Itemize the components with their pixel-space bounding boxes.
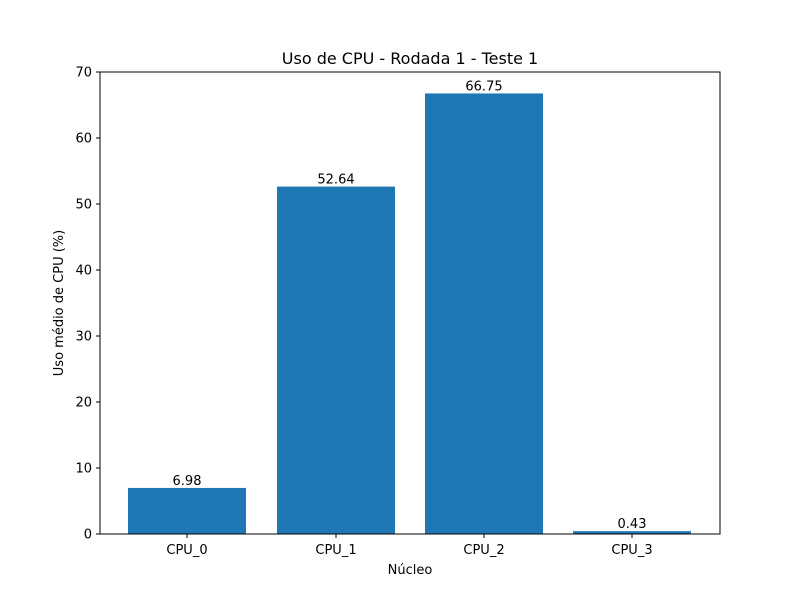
x-tick-label: CPU_0 xyxy=(166,543,207,558)
y-tick-label: 20 xyxy=(75,396,92,411)
chart-title: Uso de CPU - Rodada 1 - Teste 1 xyxy=(282,49,538,68)
x-axis-ticks: CPU_0 CPU_1 CPU_2 CPU_3 xyxy=(166,534,653,558)
x-axis-label: Núcleo xyxy=(388,563,433,578)
bar-cpu-0 xyxy=(128,487,246,534)
bar-value-label: 0.43 xyxy=(618,517,647,532)
bar-labels-group: 6.98 52.64 66.75 0.43 xyxy=(173,79,647,532)
bar-value-label: 66.75 xyxy=(465,79,502,94)
bar-cpu-1 xyxy=(277,186,395,535)
x-tick-label: CPU_1 xyxy=(315,543,356,558)
y-axis-label: Uso médio de CPU (%) xyxy=(52,230,67,376)
plot-frame xyxy=(99,71,721,535)
bars-group xyxy=(128,93,691,535)
bar-value-label: 52.64 xyxy=(317,173,354,188)
y-tick-label: 10 xyxy=(75,462,92,477)
y-tick-label: 60 xyxy=(75,132,92,147)
bar-value-label: 6.98 xyxy=(173,474,202,489)
y-tick-label: 0 xyxy=(84,528,92,543)
y-axis-ticks: 0 10 20 30 40 50 60 70 xyxy=(75,66,100,543)
y-tick-label: 40 xyxy=(75,264,92,279)
bar-cpu-2 xyxy=(425,93,543,534)
y-tick-label: 70 xyxy=(75,66,92,81)
y-tick-label: 50 xyxy=(75,198,92,213)
x-tick-label: CPU_2 xyxy=(463,543,504,558)
bar-cpu-3 xyxy=(573,531,691,534)
x-tick-label: CPU_3 xyxy=(611,543,652,558)
y-tick-label: 30 xyxy=(75,330,92,345)
